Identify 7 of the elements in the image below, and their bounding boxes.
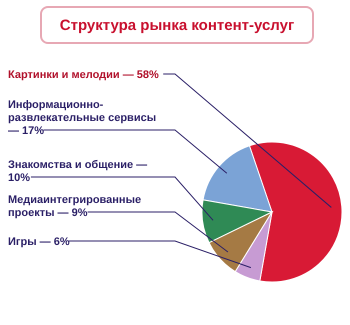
data-label: — 17% [8,125,44,137]
slice-label: Игры — 6% [8,236,70,248]
slice-label: Информационно-развлекательные сервисы [8,99,156,124]
slice-label: Медиаинтегрированные проекты — 9% [8,194,142,219]
chart-title: Структура рынка контент-услуг [40,6,314,44]
slice-label: Знакомства и общение — 10% [8,159,148,184]
slice-label: Картинки и мелодии — 58% [8,69,159,81]
